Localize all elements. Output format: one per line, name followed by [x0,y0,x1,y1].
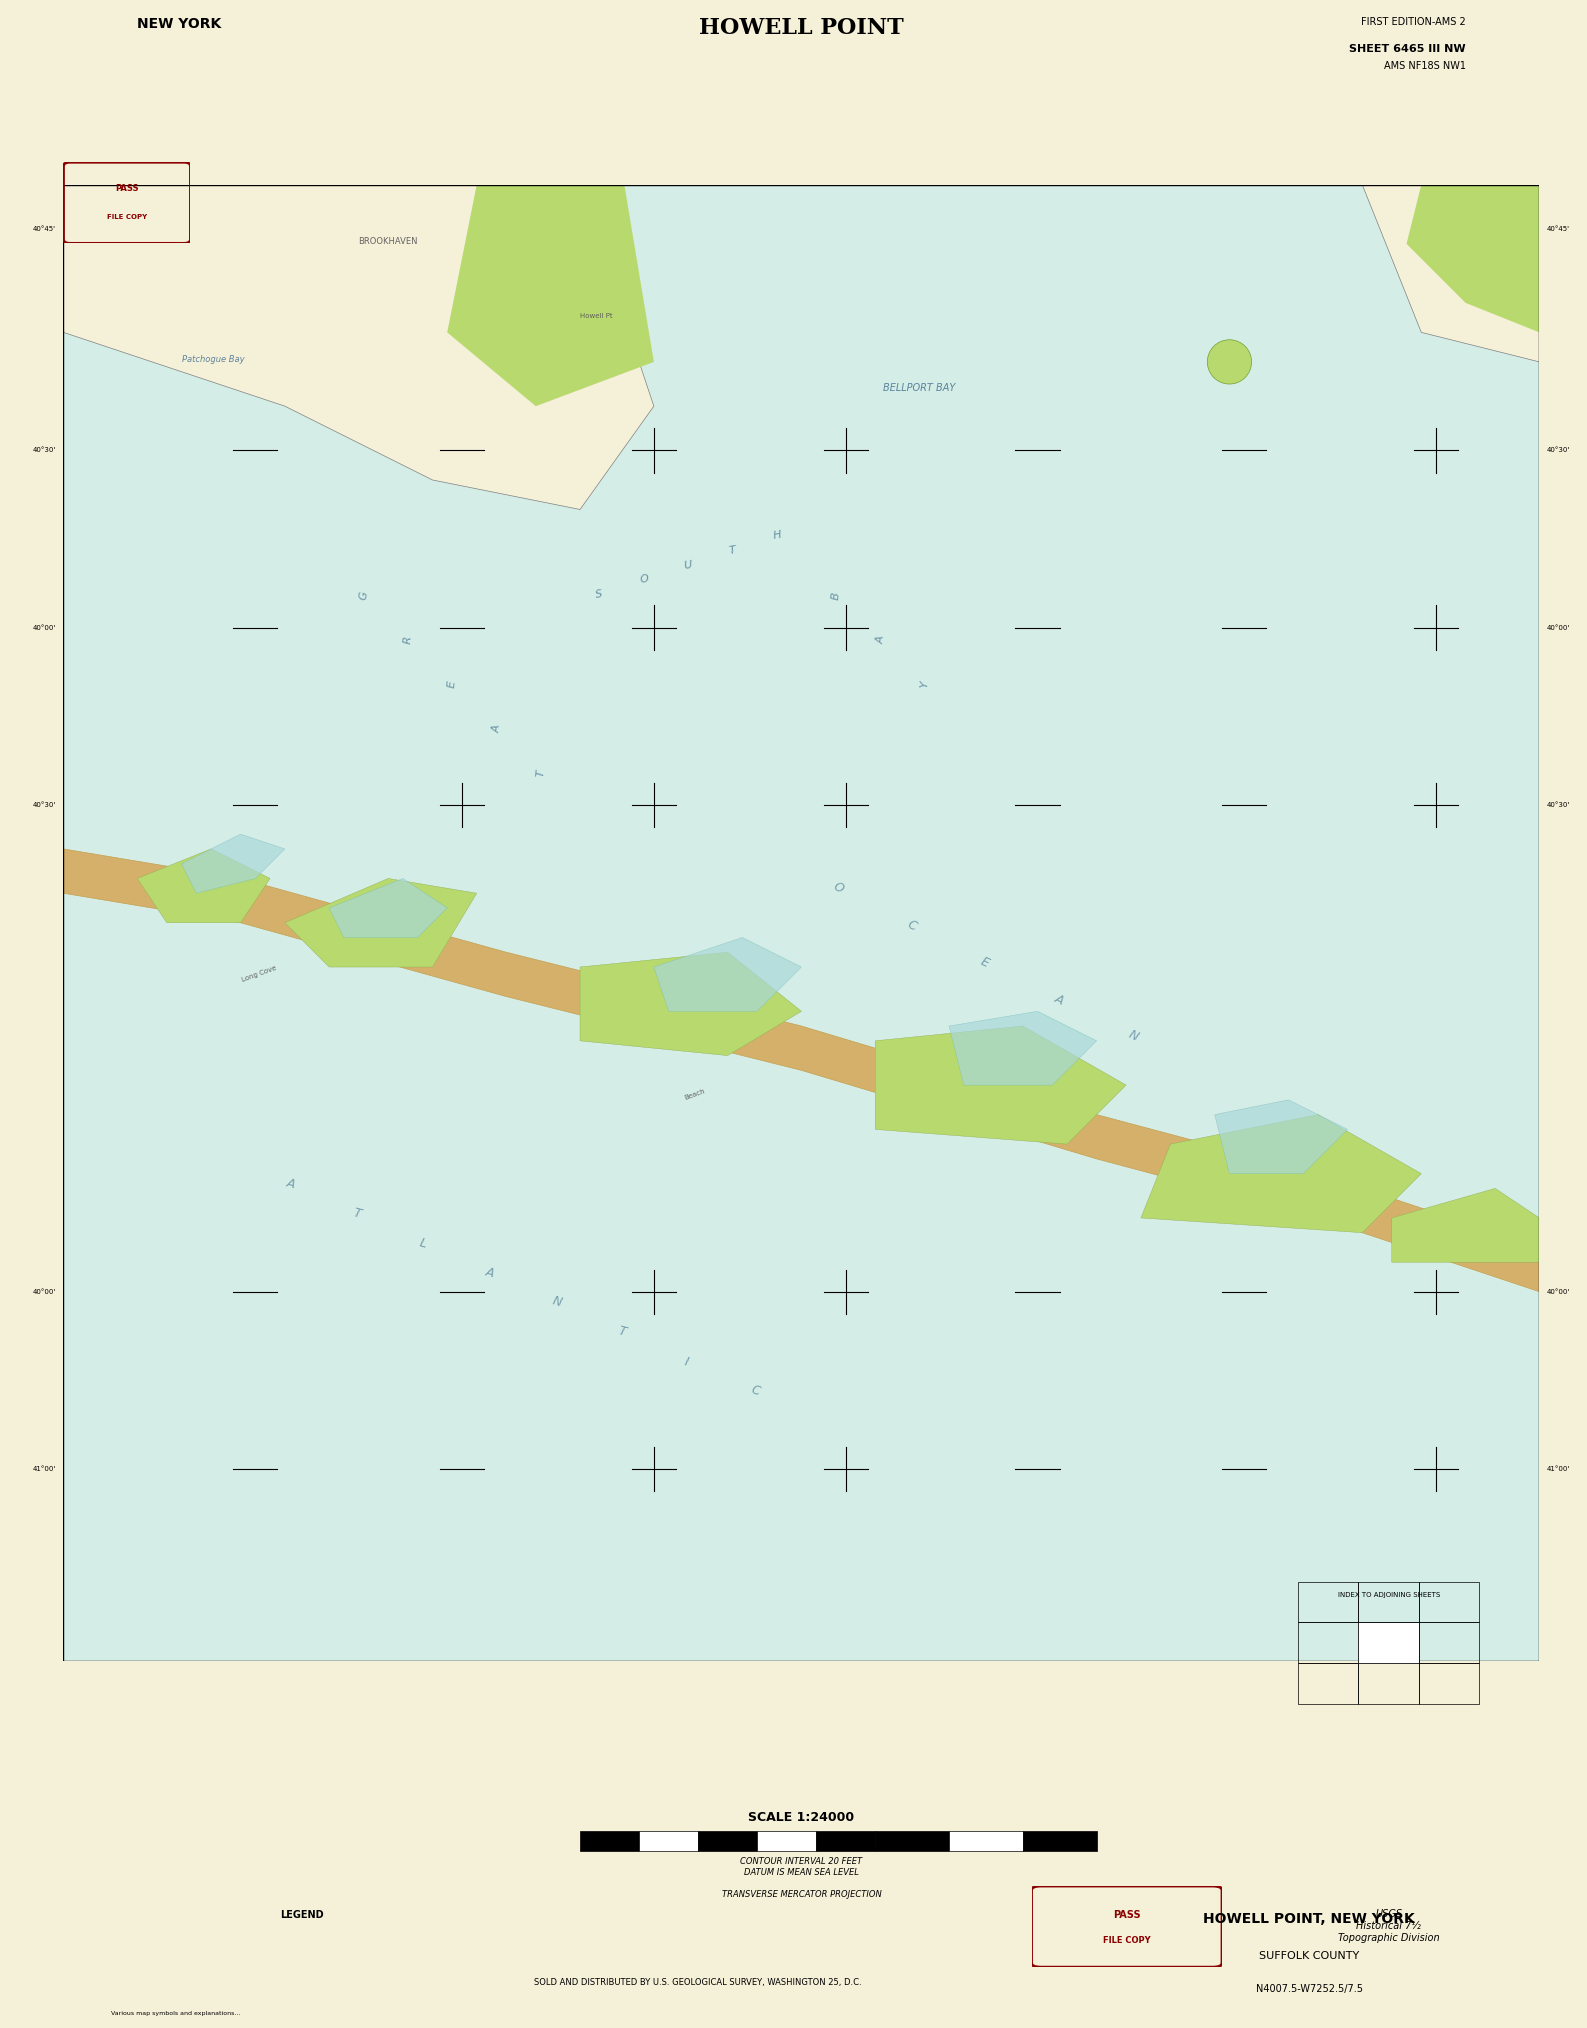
Text: SCALE 1:24000: SCALE 1:24000 [749,1811,854,1823]
Polygon shape [1214,1099,1347,1174]
Bar [1358,1622,1419,1663]
Bar [640,1831,698,1850]
Text: 40°00': 40°00' [33,625,56,631]
Text: A: A [484,1265,495,1280]
Text: PASS: PASS [1112,1910,1141,1921]
Bar [1419,1582,1479,1622]
Circle shape [1208,341,1252,383]
Text: FILE COPY: FILE COPY [1103,1937,1151,1945]
Bar [581,1831,640,1850]
Text: T: T [617,1324,628,1338]
Text: CONTOUR INTERVAL 20 FEET
DATUM IS MEAN SEA LEVEL: CONTOUR INTERVAL 20 FEET DATUM IS MEAN S… [741,1858,862,1876]
Text: 40°30': 40°30' [1547,448,1570,454]
Text: R: R [403,635,414,645]
Text: U: U [684,560,694,570]
Polygon shape [181,834,286,892]
Text: G: G [359,590,370,600]
Polygon shape [876,1026,1127,1144]
Bar [698,1831,757,1850]
Text: N: N [1127,1028,1139,1044]
Text: A: A [876,637,886,645]
Text: I: I [684,1355,690,1369]
Text: Patchogue Bay: Patchogue Bay [181,355,244,363]
Text: E: E [979,955,992,969]
Text: HOWELL POINT: HOWELL POINT [698,18,905,39]
Text: Y: Y [919,681,930,690]
Text: 40°30': 40°30' [1547,801,1570,807]
Polygon shape [1141,1115,1422,1233]
Text: 40°00': 40°00' [1547,625,1570,631]
Text: O: O [640,574,649,586]
Text: 40°30': 40°30' [33,448,56,454]
Text: Howell Pt: Howell Pt [581,312,613,318]
Text: Beach: Beach [684,1087,706,1101]
Text: 40°45': 40°45' [1547,225,1570,231]
Bar [949,1831,1024,1850]
Polygon shape [63,185,654,509]
Text: HOWELL POINT, NEW YORK: HOWELL POINT, NEW YORK [1203,1912,1416,1927]
Text: T: T [351,1207,362,1221]
Polygon shape [448,185,654,406]
Text: SUFFOLK COUNTY: SUFFOLK COUNTY [1258,1951,1360,1961]
Polygon shape [1406,185,1539,333]
Text: 40°00': 40°00' [33,1288,56,1294]
Text: FIRST EDITION-AMS 2: FIRST EDITION-AMS 2 [1360,18,1466,28]
Polygon shape [63,850,1539,1292]
Text: PASS: PASS [116,185,138,193]
Bar [816,1831,876,1850]
Text: USGS
Historical 7½
Topographic Division: USGS Historical 7½ Topographic Division [1338,1910,1439,1943]
Polygon shape [581,953,801,1055]
Bar [1298,1622,1358,1663]
Text: A: A [1052,992,1065,1008]
Text: N: N [551,1294,563,1310]
Text: LEGEND: LEGEND [279,1910,324,1921]
Text: O: O [832,880,846,896]
Text: B: B [832,592,841,600]
Text: SOLD AND DISTRIBUTED BY U.S. GEOLOGICAL SURVEY, WASHINGTON 25, D.C.: SOLD AND DISTRIBUTED BY U.S. GEOLOGICAL … [535,1977,862,1987]
Bar [1298,1582,1358,1622]
Text: BROOKHAVEN: BROOKHAVEN [359,237,417,245]
Bar [876,1831,949,1850]
Polygon shape [654,937,801,1012]
Text: Long Cove: Long Cove [241,965,278,984]
Text: Various map symbols and explanations...: Various map symbols and explanations... [111,2012,241,2016]
Bar [757,1831,816,1850]
Bar [1024,1831,1097,1850]
Bar [1419,1663,1479,1704]
Polygon shape [1392,1188,1539,1261]
Text: A: A [492,724,501,732]
Bar [1298,1663,1358,1704]
Bar [1419,1622,1479,1663]
Polygon shape [329,878,448,937]
Text: 40°00': 40°00' [1547,1288,1570,1294]
Text: L: L [417,1237,428,1251]
Text: N4007.5-W7252.5/7.5: N4007.5-W7252.5/7.5 [1255,1983,1363,1994]
Polygon shape [949,1012,1097,1085]
Text: 41°00': 41°00' [33,1466,56,1472]
Text: A: A [286,1176,297,1190]
Text: H: H [771,529,782,541]
Text: SHEET 6465 III NW: SHEET 6465 III NW [1349,45,1466,55]
Text: FILE COPY: FILE COPY [106,215,148,219]
Bar [1358,1582,1419,1622]
Text: C: C [749,1383,762,1397]
Text: S: S [595,588,603,600]
Polygon shape [286,878,476,967]
Text: BELLPORT BAY: BELLPORT BAY [884,383,955,393]
Text: 41°00': 41°00' [1547,1466,1570,1472]
Text: NEW YORK: NEW YORK [138,18,222,32]
Text: T: T [728,546,736,556]
Bar [1358,1663,1419,1704]
Text: E: E [448,681,457,690]
Text: TRANSVERSE MERCATOR PROJECTION: TRANSVERSE MERCATOR PROJECTION [722,1890,881,1898]
Text: AMS NF18S NW1: AMS NF18S NW1 [1384,61,1466,71]
Text: INDEX TO ADJOINING SHEETS: INDEX TO ADJOINING SHEETS [1338,1592,1439,1598]
Text: C: C [905,917,919,933]
Polygon shape [138,850,270,923]
Text: 40°30': 40°30' [33,801,56,807]
Text: T: T [536,769,546,777]
Polygon shape [1362,185,1539,361]
Text: 40°45': 40°45' [33,225,56,231]
